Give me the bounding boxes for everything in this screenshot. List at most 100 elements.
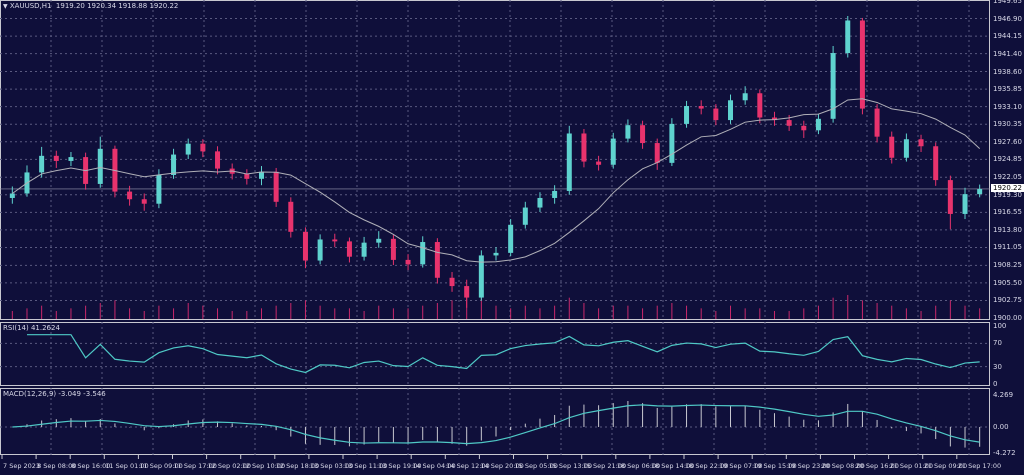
volume-bar — [70, 308, 72, 319]
volume-bar — [598, 308, 600, 319]
time-tick: 13 Sep 11:00 — [344, 462, 388, 470]
candle-body — [566, 133, 572, 191]
volume-bar — [759, 308, 761, 319]
candle-body — [874, 108, 880, 137]
candle-body — [713, 108, 719, 121]
candle-body — [141, 199, 147, 204]
ohlc-label: 1919.20 1920.34 1918.88 1920.22 — [55, 2, 179, 10]
time-tick: 21 Sep 17:00 — [957, 462, 1002, 470]
volume-bar — [334, 308, 336, 319]
symbol-label: XAUUSD,H1 — [9, 2, 52, 10]
candle-body — [508, 224, 514, 253]
time-tick: 11 Sep 09:00 — [139, 462, 183, 470]
macd-signal-line — [12, 404, 980, 445]
candle-body — [728, 100, 734, 121]
candle-body — [552, 190, 558, 198]
price-tick: 1913.80 — [993, 225, 1022, 234]
time-tick: 20 Sep 08:00 — [821, 462, 865, 470]
volume-bar — [554, 305, 556, 319]
triangle-down-icon[interactable]: ▼ — [3, 3, 8, 10]
volume-bar — [304, 300, 306, 319]
volume-bar — [803, 308, 805, 319]
time-tick: 13 Sep 03:00 — [309, 462, 354, 470]
time-tick: 21 Sep 01:00 — [889, 462, 933, 470]
volume-bar — [363, 311, 365, 319]
candle-body — [889, 136, 895, 158]
price-tick: 1935.85 — [993, 85, 1022, 94]
volume-bar — [568, 297, 570, 319]
candle-body — [581, 133, 587, 162]
price-tick: 1938.60 — [993, 67, 1022, 76]
candle-body — [302, 231, 308, 261]
volume-bar — [202, 305, 204, 319]
volume-bar — [392, 308, 394, 319]
chart-header: ▼ XAUUSD,H1 1919.20 1920.34 1918.88 1920… — [3, 2, 178, 10]
time-tick: 19 Sep 23:00 — [787, 462, 831, 470]
volume-bar — [744, 308, 746, 319]
candle-body — [654, 143, 660, 163]
volume-bar — [260, 308, 262, 319]
volume-bar — [187, 303, 189, 319]
price-tick: 1924.85 — [993, 155, 1022, 164]
volume-bar — [847, 295, 849, 319]
time-tick: 15 Sep 21:00 — [582, 462, 627, 470]
price-tick: 1905.50 — [993, 278, 1022, 287]
price-tick: 1911.05 — [993, 243, 1022, 252]
candle-body — [698, 106, 704, 109]
volume-bar — [788, 311, 790, 319]
volume-bar — [656, 305, 658, 319]
volume-bar — [290, 303, 292, 319]
panel-frame — [0, 0, 990, 320]
candle-body — [537, 197, 543, 208]
volume-bar — [55, 311, 57, 319]
rsi-tick: 100 — [993, 322, 1007, 330]
moving-average-line — [12, 98, 981, 263]
candle-body — [405, 259, 411, 265]
volume-bar — [612, 305, 614, 319]
price-tick: 1927.60 — [993, 137, 1022, 146]
candle-body — [610, 138, 616, 165]
time-tick: 12 Sep 18:00 — [275, 462, 320, 470]
price-tick: 1900.00 — [993, 314, 1022, 322]
time-tick: 11 Sep 01:00 — [105, 462, 149, 470]
price-tick: 1946.90 — [993, 14, 1022, 23]
price-tick: 1916.55 — [993, 208, 1022, 217]
candle-body — [420, 242, 426, 265]
volume-bar — [730, 305, 732, 319]
macd-tick: -4.272 — [993, 449, 1016, 457]
candle-body — [742, 93, 748, 101]
volume-bar — [41, 305, 43, 319]
volume-bar — [11, 311, 13, 319]
candle-body — [9, 193, 15, 198]
time-tick: 12 Sep 10:00 — [241, 462, 286, 470]
price-tick: 1944.15 — [993, 32, 1022, 41]
time-tick: 15 Sep 13:00 — [548, 462, 592, 470]
volume-bar — [129, 308, 131, 319]
current-price-label: 1920.22 — [991, 183, 1024, 192]
candle-body — [332, 239, 338, 242]
candle-body — [185, 143, 191, 155]
volume-bar — [158, 305, 160, 319]
volume-bar — [876, 303, 878, 319]
volume-bar — [773, 311, 775, 319]
candle-body — [640, 125, 646, 144]
panel-frame — [0, 388, 990, 455]
rsi-tick: 0 — [993, 380, 998, 388]
candle-body — [947, 180, 953, 214]
candle-body — [317, 239, 323, 261]
price-tick: 1922.05 — [993, 173, 1022, 182]
volume-bar — [480, 297, 482, 319]
volume-bar — [920, 311, 922, 319]
price-tick: 1949.65 — [993, 0, 1022, 5]
time-tick: 7 Sep 2023 — [3, 462, 41, 470]
volume-bar — [539, 308, 541, 319]
time-tick: 8 Sep 16:00 — [71, 462, 111, 470]
candle-body — [171, 154, 177, 175]
volume-bar — [378, 305, 380, 319]
candle-body — [68, 157, 74, 161]
volume-bar — [686, 305, 688, 319]
candle-body — [449, 277, 455, 287]
volume-bar — [85, 305, 87, 319]
time-tick: 18 Sep 06:00 — [616, 462, 661, 470]
